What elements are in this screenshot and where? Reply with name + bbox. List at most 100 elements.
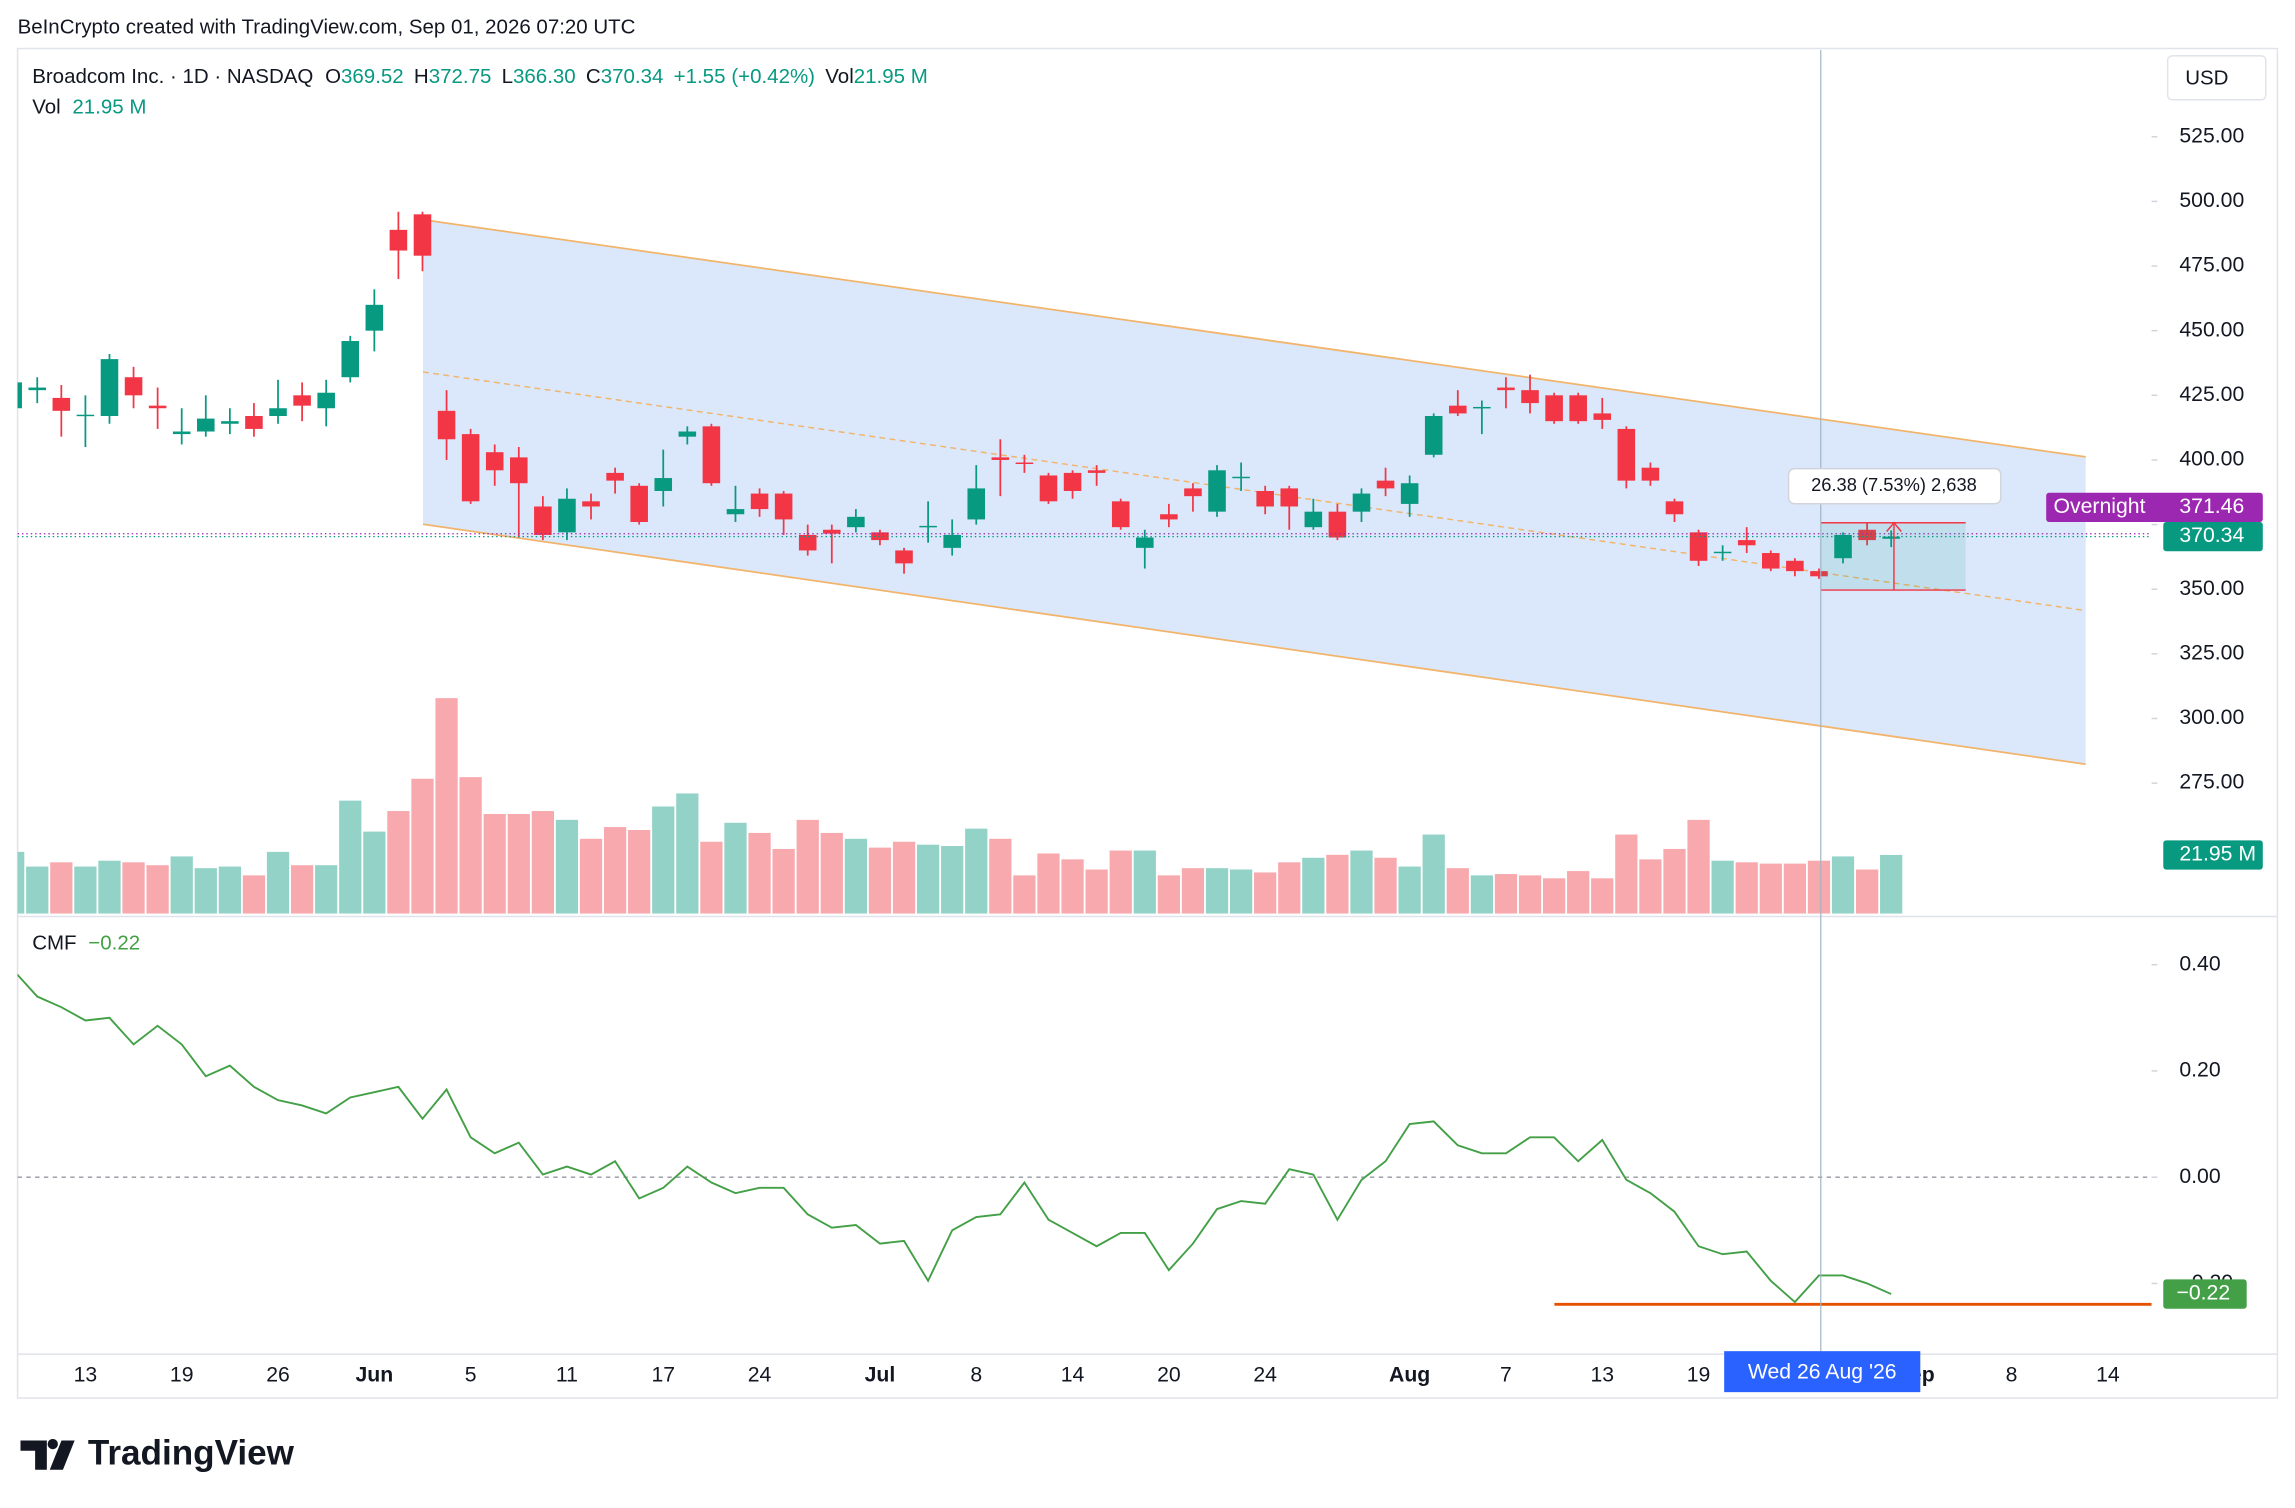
volume-bar [916, 844, 940, 914]
volume-bar [363, 831, 386, 914]
candle-body [17, 382, 22, 409]
volume-bar [941, 846, 964, 914]
volume-bar [1470, 875, 1493, 914]
volume-bar [1735, 862, 1758, 914]
volume-bar [74, 866, 97, 914]
candle-body [1545, 395, 1563, 422]
cmf-layer [17, 973, 2152, 1304]
candle-body [534, 506, 552, 535]
volume-bar [1639, 859, 1662, 914]
x-tick-label: 5 [465, 1364, 477, 1387]
volume-bar [1205, 868, 1229, 914]
cmf-value: −0.22 [88, 932, 140, 955]
x-tick-label: 17 [651, 1364, 675, 1387]
volume-layer [17, 698, 1903, 914]
candle-body [1689, 532, 1708, 561]
candle-body [582, 501, 600, 507]
legend-value: 366.30 [513, 65, 576, 88]
volume-bar [1085, 869, 1108, 914]
legend-symbol: Broadcom Inc. · 1D · NASDAQ [32, 65, 313, 88]
candle-body [1665, 501, 1684, 515]
volume-bar [26, 866, 49, 914]
volume-bar [724, 822, 747, 914]
candle-body [1087, 470, 1106, 473]
x-tick-label: 26 [266, 1364, 290, 1387]
candle-body [245, 416, 263, 429]
volume-bar [1711, 860, 1734, 914]
volume-bar [1446, 868, 1469, 914]
volume-bar [315, 865, 338, 914]
volume-bar [1422, 834, 1445, 914]
volume-bar [98, 860, 121, 914]
volume-bar [1157, 875, 1180, 914]
candle-body [726, 509, 745, 515]
volume-bar [555, 819, 579, 914]
legend-key: L [502, 65, 513, 88]
volume-bar [1759, 863, 1782, 914]
legend-value: 372.75 [429, 65, 492, 88]
volume-bar [1278, 862, 1301, 914]
volume-bar [965, 828, 988, 914]
brand-icon [20, 1438, 75, 1470]
volume-tag [2163, 840, 2263, 870]
candle-body [1762, 553, 1780, 569]
volume-bar [17, 851, 25, 914]
volume-bar [820, 832, 843, 914]
candle-body [1400, 483, 1419, 504]
candle-body [1521, 390, 1539, 404]
y-tick-label: 300.00 [2179, 706, 2244, 729]
legend-key: C [586, 65, 601, 88]
volume-bar [748, 832, 771, 914]
volume-bar [652, 806, 675, 914]
volume-bar [1109, 850, 1132, 914]
legend-key: O [325, 65, 341, 88]
volume-bar [772, 848, 795, 914]
volume-bar [1567, 871, 1590, 914]
volume-bar [387, 811, 410, 914]
volume-bar [50, 862, 73, 914]
candle-body [1328, 511, 1347, 538]
candle-body [991, 457, 1010, 460]
y-tick-label: 450.00 [2179, 318, 2244, 341]
x-tick-label: 8 [970, 1364, 982, 1387]
candle-body [1352, 493, 1371, 512]
candle-body [750, 493, 769, 510]
volume-bar [1254, 872, 1277, 914]
volume-bar [1398, 866, 1421, 914]
measure-label: 26.38 (7.53%) 2,638 [1811, 474, 1977, 495]
cmf-name: CMF [32, 932, 76, 955]
candle-body [269, 408, 287, 417]
volume-bar [1783, 863, 1806, 914]
x-tick-label: 11 [556, 1364, 578, 1387]
candle-body [1617, 428, 1636, 481]
volume-bar [146, 865, 169, 914]
volume-bar [531, 811, 554, 914]
volume-bar [290, 865, 314, 914]
volume-bar [411, 778, 434, 914]
legend-value: 370.34 [601, 65, 664, 88]
candle-body [943, 534, 961, 548]
candle-body [1593, 413, 1612, 420]
candle-body [1232, 476, 1250, 479]
candle-body [1641, 467, 1660, 481]
volume-bar [1326, 854, 1349, 914]
candle-body [1111, 501, 1130, 528]
candle-body [823, 529, 841, 534]
legend-value: 369.52 [341, 65, 404, 88]
volume-bar [1037, 853, 1060, 914]
currency: USD [2185, 67, 2228, 90]
volume-bar [1807, 860, 1831, 914]
volume-bar [170, 856, 193, 914]
y-tick-label: 325.00 [2179, 641, 2244, 664]
volume-bar [1663, 848, 1686, 914]
candle-body [1810, 571, 1828, 577]
candle-body [798, 534, 817, 551]
candle-body [967, 488, 986, 520]
candle-body [1786, 560, 1804, 572]
x-tick-label: 24 [748, 1364, 772, 1387]
candle-body [510, 457, 528, 484]
cmf-line [17, 973, 1892, 1304]
volume-bar [242, 875, 266, 914]
volume-bar [459, 777, 482, 914]
volume-bar [1615, 834, 1638, 914]
